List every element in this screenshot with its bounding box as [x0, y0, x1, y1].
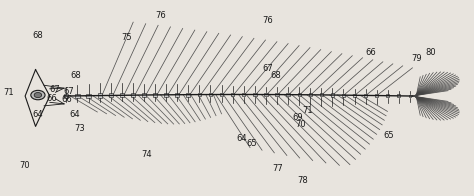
Bar	[309, 93, 312, 96]
Text: 64: 64	[70, 110, 80, 119]
Bar	[286, 93, 290, 96]
Bar	[109, 93, 113, 97]
Text: 67: 67	[64, 87, 74, 96]
Bar	[253, 93, 256, 96]
Bar	[153, 93, 157, 97]
Text: 76: 76	[263, 16, 273, 25]
Bar	[131, 93, 135, 97]
Text: 66: 66	[365, 48, 376, 57]
Bar	[342, 94, 345, 97]
Bar	[398, 94, 401, 97]
Bar	[186, 93, 190, 96]
Bar	[409, 95, 411, 97]
Text: 75: 75	[122, 33, 132, 42]
Text: 65: 65	[383, 131, 394, 140]
Bar	[364, 94, 367, 97]
Text: 76: 76	[156, 11, 166, 20]
Text: 71: 71	[302, 106, 312, 115]
Bar	[198, 93, 201, 96]
Bar	[242, 93, 246, 96]
Bar	[231, 93, 235, 96]
Bar	[331, 93, 334, 97]
Text: 68: 68	[71, 71, 81, 80]
Bar	[298, 93, 301, 96]
Bar	[375, 94, 378, 97]
Text: 73: 73	[74, 124, 85, 133]
Text: 70: 70	[296, 120, 306, 129]
Text: 74: 74	[142, 150, 152, 159]
Bar	[64, 94, 69, 98]
Text: 70: 70	[19, 161, 30, 170]
Text: 77: 77	[272, 164, 283, 173]
Bar	[98, 93, 102, 98]
Text: 66: 66	[47, 94, 57, 103]
Text: 78: 78	[297, 176, 308, 185]
Text: 80: 80	[425, 48, 436, 57]
Bar	[142, 93, 146, 97]
Text: 68: 68	[33, 31, 43, 40]
Text: 65: 65	[247, 139, 257, 148]
Text: 64: 64	[237, 134, 247, 143]
Text: 71: 71	[3, 88, 14, 97]
Text: 68: 68	[271, 71, 281, 80]
Bar	[209, 93, 212, 96]
Bar	[120, 93, 124, 97]
Text: 64: 64	[33, 110, 43, 119]
Text: 79: 79	[411, 54, 421, 63]
Bar	[164, 93, 168, 97]
Bar	[175, 93, 179, 97]
Bar	[220, 93, 223, 96]
Bar	[275, 93, 279, 96]
Bar	[353, 94, 356, 97]
Bar	[86, 94, 91, 98]
Ellipse shape	[31, 90, 45, 100]
Text: 67: 67	[49, 85, 60, 94]
Text: 69: 69	[292, 113, 303, 122]
Bar	[386, 94, 389, 97]
Ellipse shape	[34, 93, 42, 98]
Bar	[320, 93, 323, 96]
Text: 67: 67	[263, 64, 273, 73]
Bar	[264, 93, 268, 96]
Text: 66: 66	[61, 95, 72, 104]
Bar	[75, 94, 80, 98]
